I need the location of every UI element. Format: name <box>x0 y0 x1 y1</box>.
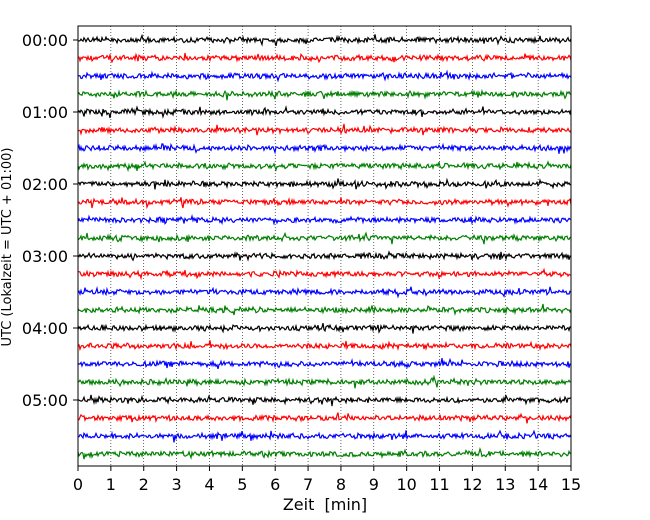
trace-line <box>77 160 572 173</box>
y-tick-label: 00:00 <box>22 31 68 50</box>
x-tick-label: 3 <box>172 475 182 494</box>
trace-line <box>77 142 572 155</box>
trace-line <box>77 214 572 226</box>
y-tick-label: 02:00 <box>22 175 68 194</box>
trace-line <box>77 340 572 352</box>
trace-line <box>77 286 572 299</box>
trace-line <box>77 177 572 190</box>
y-tick-label: 04:00 <box>22 319 68 338</box>
trace-line <box>77 357 572 370</box>
x-tick-label: 13 <box>495 475 515 494</box>
x-tick-label: 4 <box>204 475 214 494</box>
trace-line <box>77 322 572 334</box>
trace-line <box>77 88 572 101</box>
trace-line <box>77 429 572 443</box>
trace-line <box>77 69 572 83</box>
x-tick-label: 10 <box>396 475 416 494</box>
x-tick-label: 11 <box>429 475 449 494</box>
trace-line <box>77 123 572 136</box>
trace-line <box>77 267 572 281</box>
x-tick-label: 6 <box>270 475 280 494</box>
trace-line <box>77 33 572 47</box>
x-tick-label: 0 <box>73 475 83 494</box>
x-axis-ticks: 0 1 2 3 4 5 6 7 8 9 10 11 12 13 14 15 <box>73 466 581 494</box>
x-tick-label: 12 <box>462 475 482 494</box>
trace-line <box>77 374 572 389</box>
plot-frame <box>77 25 572 467</box>
x-tick-label: 1 <box>106 475 116 494</box>
y-axis-ticks: 00:00 01:00 02:00 03:00 04:00 05:00 <box>22 31 78 410</box>
trace-line <box>77 250 572 262</box>
x-tick-label: 8 <box>336 475 346 494</box>
trace-line <box>77 412 572 424</box>
trace-line <box>77 52 572 64</box>
x-tick-label: 9 <box>369 475 379 494</box>
x-tick-label: 14 <box>528 475 548 494</box>
y-axis-label: UTC (Lokalzeit = UTC + 01:00) <box>0 148 15 347</box>
trace-line <box>77 105 572 119</box>
x-axis-label: Zeit [min] <box>283 495 367 514</box>
y-tick-label: 03:00 <box>22 247 68 266</box>
trace-line <box>77 393 572 407</box>
seismic-traces <box>77 33 572 460</box>
trace-line <box>77 231 572 245</box>
x-tick-label: 7 <box>303 475 313 494</box>
trace-line <box>77 303 572 316</box>
y-tick-label: 05:00 <box>22 391 68 410</box>
grid-lines <box>110 26 539 466</box>
x-tick-label: 5 <box>237 475 247 494</box>
y-tick-label: 01:00 <box>22 103 68 122</box>
x-tick-label: 15 <box>561 475 581 494</box>
x-tick-label: 2 <box>139 475 149 494</box>
trace-line <box>77 196 572 210</box>
trace-line <box>77 447 572 460</box>
